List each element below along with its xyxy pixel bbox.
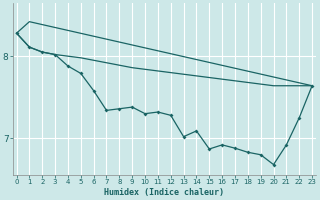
X-axis label: Humidex (Indice chaleur): Humidex (Indice chaleur) — [104, 188, 224, 197]
